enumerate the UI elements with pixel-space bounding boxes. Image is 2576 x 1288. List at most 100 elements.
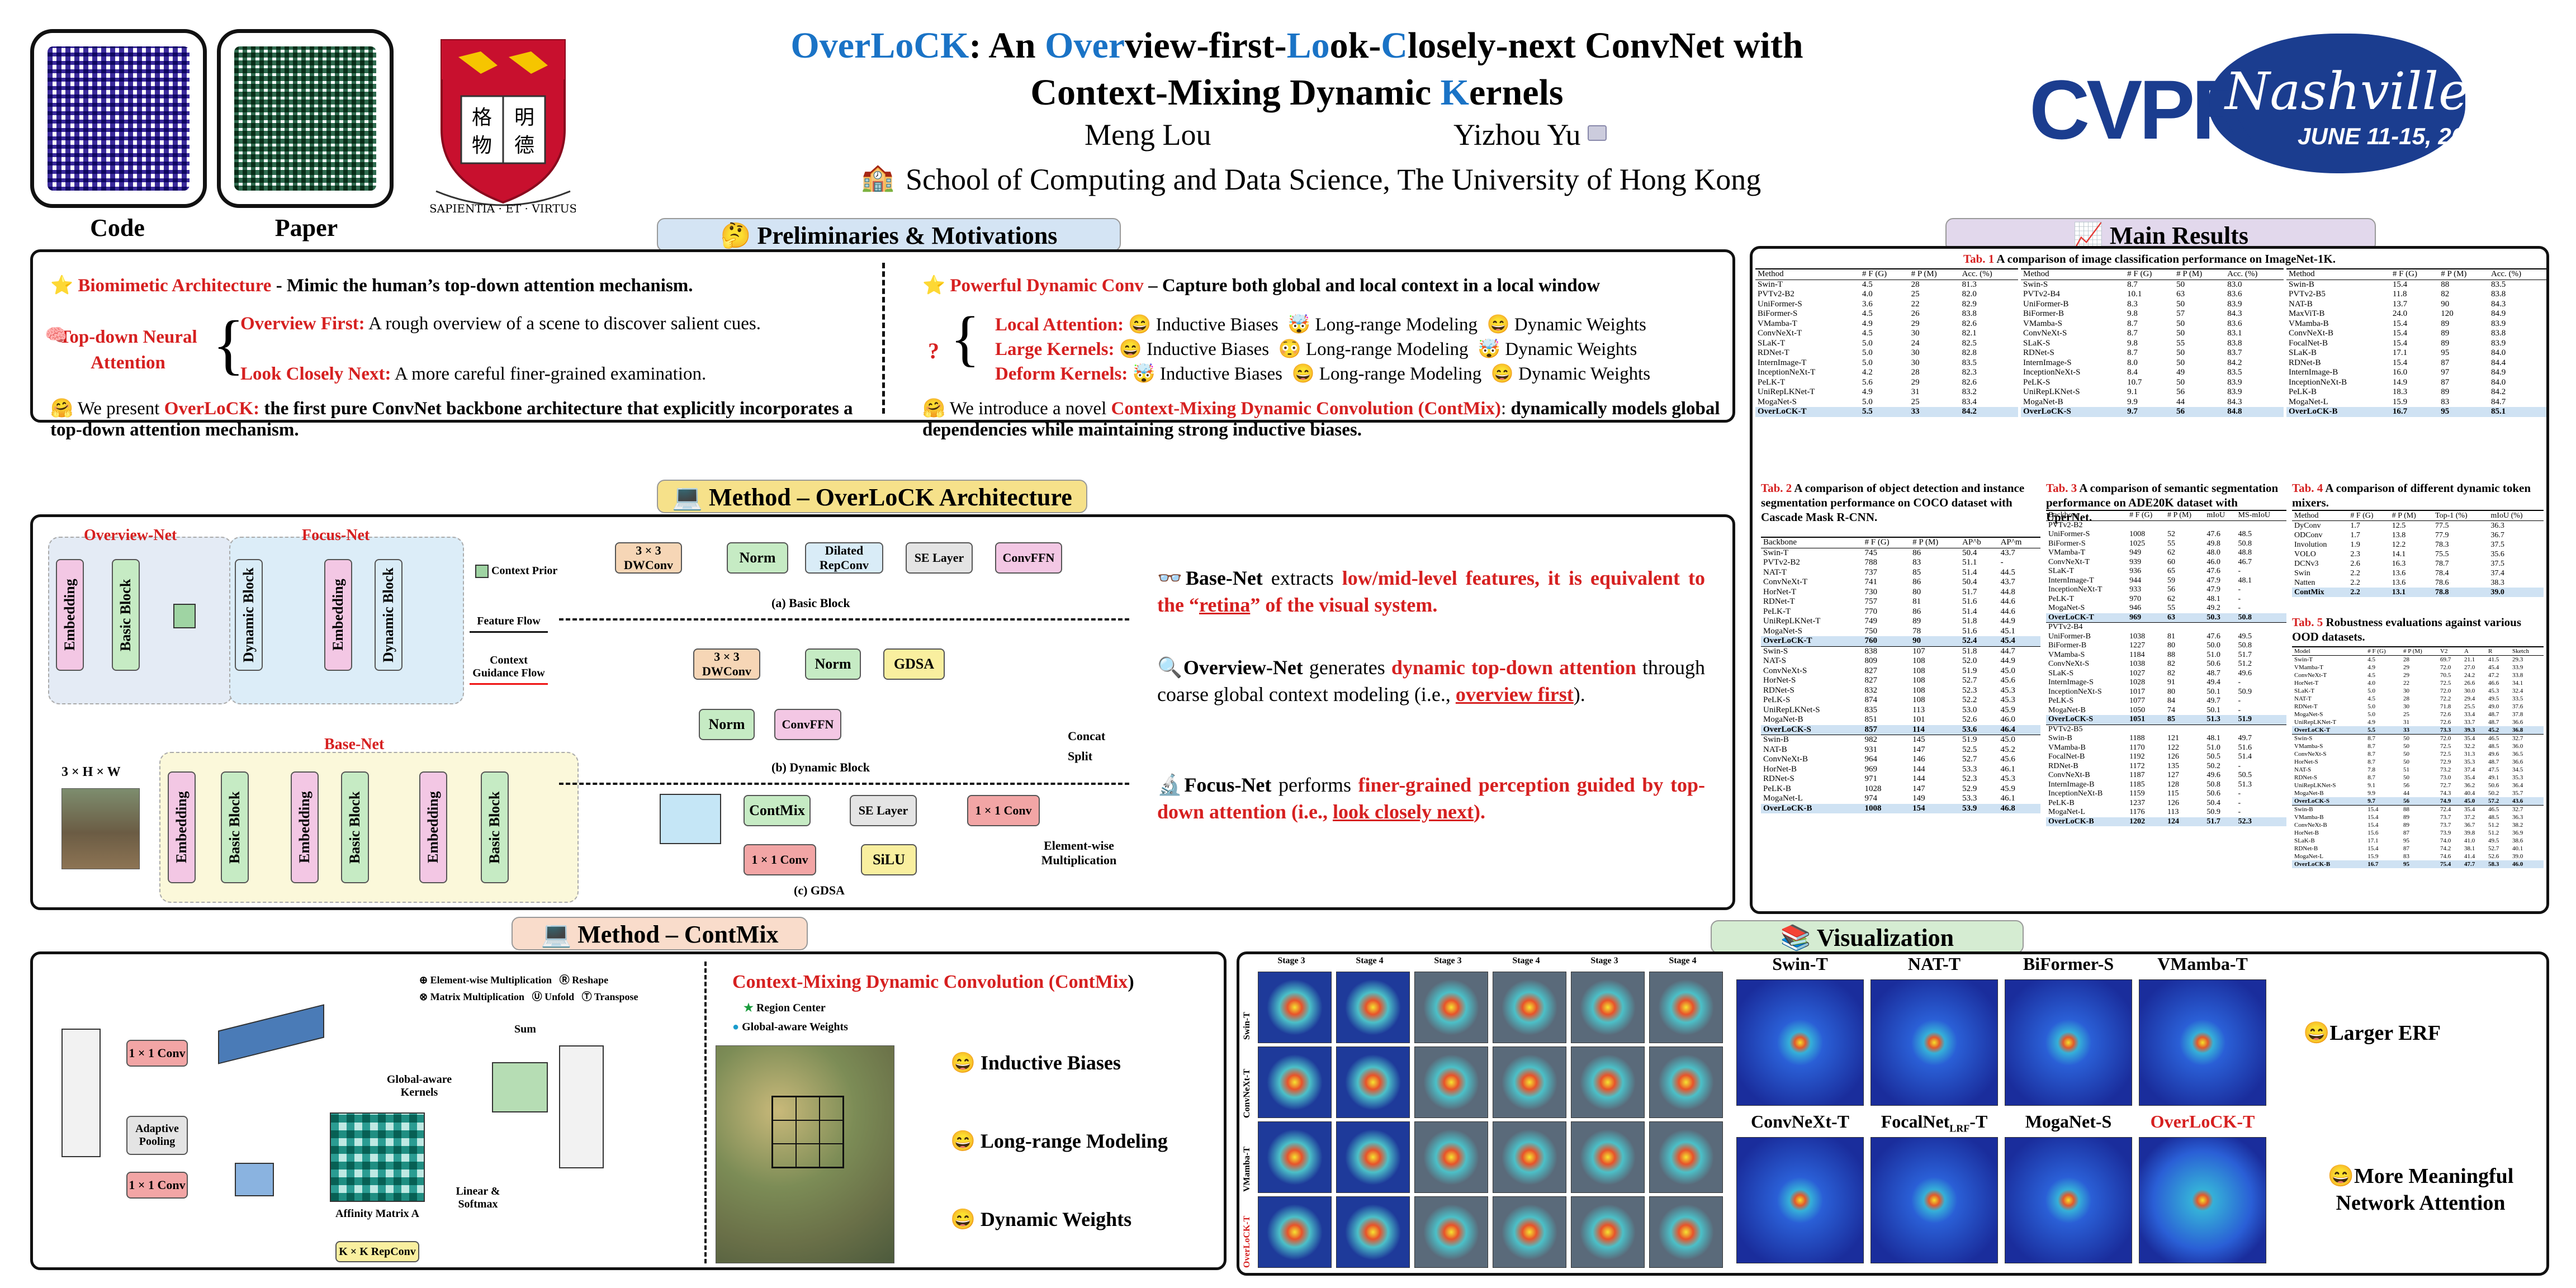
table-row: SLaK-B 17.1 95 84.0 [2289, 348, 2506, 357]
table-header-cell: Method [2286, 268, 2390, 280]
guidance-legend: Context Guidance Flow [470, 654, 548, 685]
erf-convnext-label: ConvNeXt-T [1751, 1111, 1849, 1131]
attention-map [1414, 972, 1488, 1043]
table-row: ConvNeXt-T 4.5 30 82.1 [1758, 329, 1977, 338]
table-row: OverLoCK-B 16.7 95 75.4 47.7 58.3 46.0 [2292, 860, 2544, 868]
attention-map [1336, 972, 1410, 1043]
affinity-matrix [330, 1112, 425, 1202]
table-row: SLaK-S 1027 82 48.7 49.6 [2048, 669, 2252, 678]
table-row: ConvNeXt-B 15.4 89 83.8 [2289, 329, 2506, 338]
dash-sep-2 [559, 783, 1129, 785]
t3-caption: Tab. 3 A comparison of semantic segmenta… [2046, 481, 2279, 524]
prop-dw: 😄 Dynamic Weights [950, 1208, 1132, 1230]
table-row: UniFormer-S 3.6 22 82.9 [1758, 299, 1977, 309]
table-row: SLaK-B 17.1 95 74.0 41.0 49.5 38.6 [2294, 837, 2523, 844]
table-row: NAT-B 931 147 52.5 45.2 [1763, 745, 2015, 754]
attention-map [1414, 1046, 1488, 1118]
table-header-cell: AP^b [1960, 537, 1999, 548]
table-row: InternImage-S 1028 91 49.4- [2048, 678, 2241, 686]
k-tensor [235, 1163, 274, 1196]
table-row: InceptionNeXt-T 4.2 28 82.3 [1758, 368, 1977, 377]
t2-caption: Tab. 2 A comparison of object detection … [1761, 481, 2025, 524]
paper-qr[interactable] [217, 29, 394, 208]
attention-map [1258, 1196, 1332, 1268]
contmix-dash-divider [704, 962, 707, 1263]
table-row: VOLO 2.3 14.1 75.5 35.6 [2294, 550, 2504, 558]
table-row: Swin 2.2 13.6 78.4 37.4 [2294, 569, 2504, 577]
table-row: PeLK-B 18.3 89 84.2 [2289, 387, 2506, 396]
local-attn-row: Local Attention: 😄 Inductive Biases 🤯 Lo… [995, 315, 1646, 335]
attention-map [1258, 1046, 1332, 1118]
table-row: Involution 1.9 12.2 78.3 37.5 [2294, 541, 2504, 549]
table-row: RDNet-S 8.7 50 73.0 35.4 49.1 35.3 [2294, 774, 2523, 781]
table-row: MogaNet-B 9.9 44 74.3 40.4 50.2 35.7 [2294, 790, 2523, 797]
table-header-cell: Backbone [1761, 537, 1863, 548]
base-basic-1: Basic Block [221, 771, 249, 883]
linear-softmax-label: Linear & Softmax [456, 1185, 500, 1210]
table-header-cell: # P (M) [2401, 646, 2438, 656]
table-row: ConvNeXt-B 15.4 89 73.7 36.7 51.2 38.2 [2294, 822, 2523, 828]
code-qr[interactable] [30, 29, 207, 208]
erf-biformer-label: BiFormer-S [2023, 954, 2114, 974]
table-row: FocalNet-B 15.4 89 83.9 [2289, 338, 2506, 348]
dilated-box: Dilated RepConv [805, 542, 883, 574]
attention-map [1649, 1121, 1723, 1193]
table-row: InternImage-T 5.0 30 83.5 [1758, 358, 1977, 367]
cap-basic-block: (a) Basic Block [771, 596, 850, 610]
tdna-label: Top-down Neural Attention [59, 327, 197, 373]
base-net-label: Base-Net [324, 736, 385, 753]
attention-map [1493, 1196, 1566, 1268]
table-row: UniFormer-S 1008 52 47.6 48.5 [2048, 530, 2252, 538]
table-row: RDNet-S 8.7 50 83.7 [2023, 348, 2242, 357]
input-image [61, 788, 140, 869]
gdsa-cube [660, 794, 721, 844]
table-row: PVTv2-B2 [2048, 520, 2083, 529]
table-row: MogaNet-L 15.9 83 84.7 [2289, 397, 2506, 406]
stage-headers: Stage 3 Stage 4 Stage 3 Stage 4 Stage 3 Stage… [1277, 956, 1697, 965]
affinity-label: Affinity Matrix A [335, 1208, 419, 1220]
norm-box-c: Norm [699, 709, 755, 740]
attention-map [1649, 1196, 1723, 1268]
qr-paper-image [234, 46, 376, 191]
erf-map [1871, 1137, 1998, 1263]
table-row: InceptionNeXt-S 1017 80 50.1 50.9 [2048, 687, 2252, 696]
table-row: UniRepLKNet-S 835 113 53.0 45.9 [1763, 705, 2015, 714]
table-row: HorNet-B 15.6 87 73.9 39.8 51.2 36.9 [2294, 830, 2523, 836]
attention-map [1258, 972, 1332, 1043]
table-header-cell: Acc. (%) [2225, 268, 2284, 280]
erf-vmamba-label: VMamba-T [2157, 954, 2248, 974]
sum-label: Sum [514, 1023, 536, 1035]
paper-label: Paper [274, 214, 338, 242]
table-row: MogaNet-S 946 55 49.2- [2048, 604, 2241, 612]
brace2: { [950, 304, 980, 372]
table-header-cell: # P (M) [1909, 268, 1960, 280]
table-row: MogaNet-S 5.0 25 83.4 [1758, 397, 1977, 406]
overview-net-label: Overview-Net [84, 527, 177, 544]
table-row: MaxViT-B 24.0 120 84.9 [2289, 309, 2506, 318]
table-row: MogaNet-S 750 78 51.6 45.1 [1763, 626, 2015, 636]
table-row: InternImage-B 16.0 97 84.9 [2289, 368, 2506, 377]
qr-code-image [48, 46, 190, 191]
table-row: ConvNeXt-S 1038 82 50.6 51.2 [2048, 660, 2252, 668]
attention-map [1571, 1196, 1645, 1268]
table-row: DCNv3 2.6 16.3 78.7 37.5 [2294, 560, 2504, 568]
attention-map [1571, 972, 1645, 1043]
meaningful-label: 😄More Meaningful Network Attention [2327, 1164, 2514, 1215]
table-row: Swin-T 4.5 28 69.7 21.1 41.5 29.3 [2294, 656, 2523, 663]
norm-box-b: Norm [805, 648, 861, 680]
table-header-cell: Method [2021, 268, 2125, 280]
table-row: UniRepLKNet-S 9.1 56 72.7 36.2 50.6 36.4 [2294, 782, 2523, 789]
table4: Method # F (G) # P (M) Top-1 (%) mIoU (%) DyC… [2292, 510, 2544, 597]
erf-map [1736, 1137, 1864, 1263]
table-row: PVTv2-B5 [2046, 724, 2286, 734]
table-row: RDNet-B 1172 135 50.2- [2048, 761, 2241, 770]
table-row: PVTv2-B2 4.0 25 82.0 [1758, 290, 1977, 299]
fo-embedding: Embedding [324, 559, 352, 671]
table-row: OverLoCK-B 1008 154 53.9 46.8 [1761, 803, 2040, 813]
prop-ib: 😄 Inductive Biases [950, 1052, 1121, 1074]
split-legend: Split [1068, 749, 1093, 763]
output-tensor [559, 1045, 604, 1168]
attention-map [1414, 1121, 1488, 1193]
convffn-box-b: ConvFFN [774, 709, 841, 740]
t1-caption: Tab. 1 A comparison of image classificat… [1963, 252, 2336, 266]
